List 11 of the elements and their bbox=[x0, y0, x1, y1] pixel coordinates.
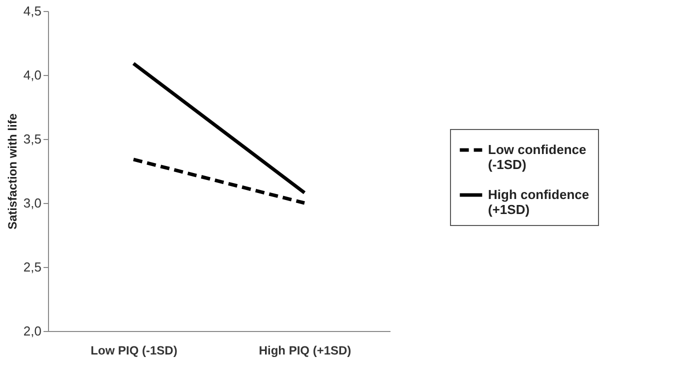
y-tick-label: 2,0 bbox=[23, 324, 42, 338]
legend-label: High confidence (+1SD) bbox=[488, 187, 590, 217]
x-tick-label: High PIQ (+1SD) bbox=[258, 344, 352, 358]
y-tick-label: 4,5 bbox=[23, 4, 42, 18]
y-tick-label: 3,5 bbox=[23, 132, 42, 146]
y-tick-label: 4,0 bbox=[23, 68, 42, 82]
legend-label: Low confidence (-1SD) bbox=[488, 142, 586, 172]
x-tick-label: Low PIQ (-1SD) bbox=[90, 344, 178, 358]
y-axis-title: Satisfaction with life bbox=[5, 113, 20, 230]
y-tick-label: 3,0 bbox=[23, 196, 42, 210]
y-tick-label: 2,5 bbox=[23, 260, 42, 274]
